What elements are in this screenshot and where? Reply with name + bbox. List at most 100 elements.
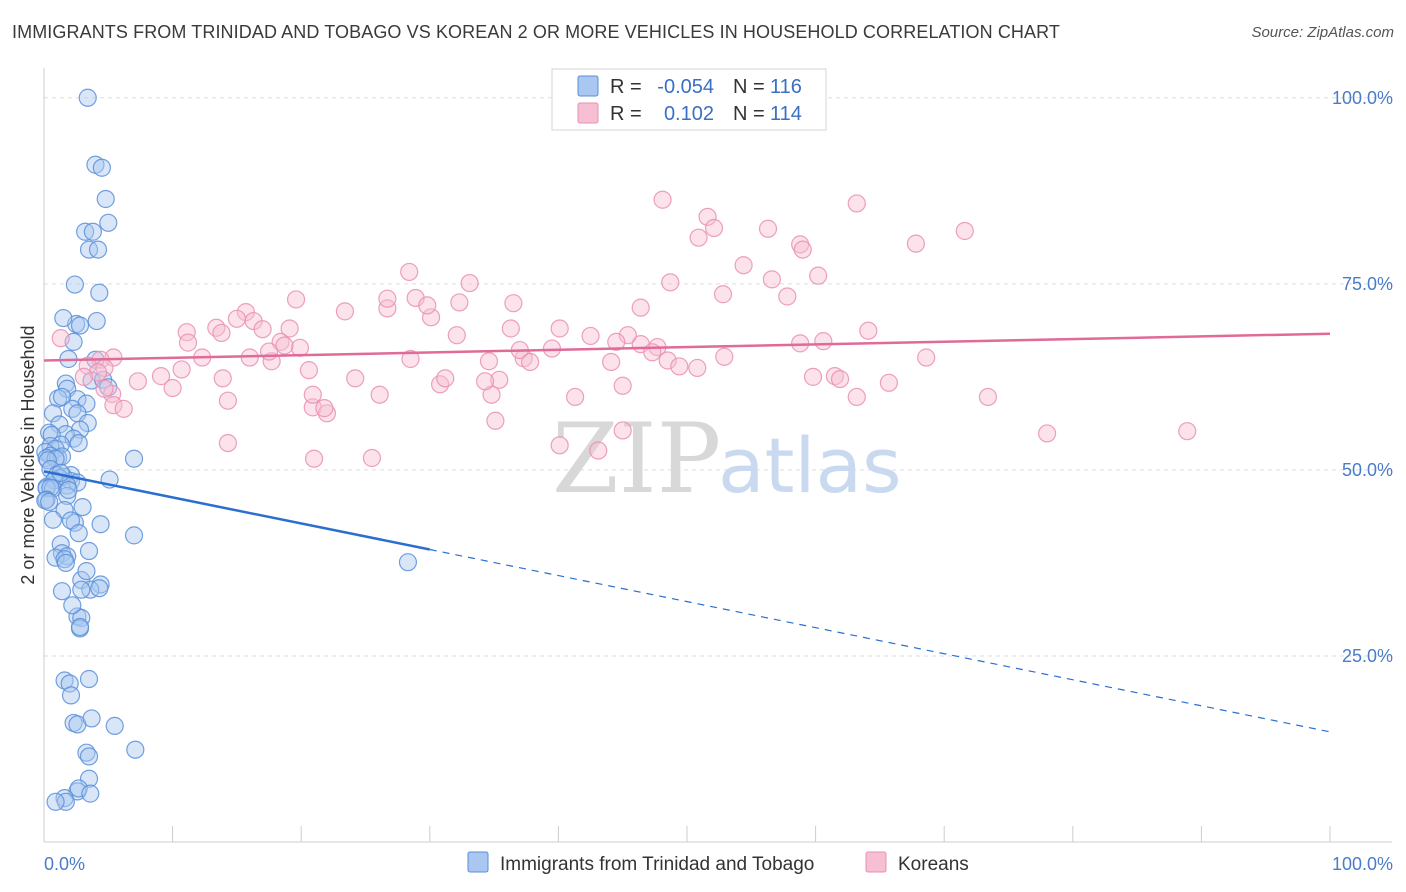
- trinidad-point: [78, 88, 97, 107]
- korean-point: [304, 449, 324, 468]
- korean-point: [917, 348, 936, 367]
- korean-point: [658, 351, 677, 370]
- korean-point: [715, 347, 734, 366]
- korean-point: [299, 361, 319, 380]
- korean-point: [114, 399, 133, 418]
- korean-point: [859, 321, 878, 340]
- korean-point: [670, 357, 689, 376]
- stats-n-label-korean: N =: [733, 103, 765, 125]
- korean-point: [589, 441, 608, 460]
- legend-swatch-trinidad: [467, 851, 489, 873]
- trinidad-point: [55, 500, 74, 520]
- source-credit: Source: ZipAtlas.com: [1251, 24, 1394, 41]
- korean-point: [218, 391, 237, 410]
- korean-point: [486, 411, 505, 430]
- trend-line-trinidad: [43, 470, 431, 551]
- trinidad-point: [87, 311, 106, 331]
- korean-point: [791, 235, 810, 254]
- korean-point: [303, 385, 322, 404]
- trinidad-point: [70, 316, 90, 335]
- trinidad-point: [77, 561, 96, 581]
- stats-r-value-korean: 0.102: [664, 103, 714, 125]
- korean-point: [317, 404, 337, 423]
- trinidad-point: [73, 497, 92, 517]
- korean-point: [370, 385, 389, 404]
- trinidad-point: [96, 189, 115, 209]
- stats-n-value-trinidad: 116: [770, 76, 802, 98]
- x-tick-label-min: 0.0%: [44, 854, 85, 874]
- legend-swatch-korean: [865, 851, 887, 873]
- stats-legend-swatch-korean: [577, 102, 599, 124]
- korean-point: [847, 194, 866, 213]
- korean-point: [978, 387, 998, 407]
- korean-point: [95, 379, 114, 398]
- trinidad-point: [398, 553, 418, 572]
- korean-point: [688, 358, 707, 378]
- trinidad-point: [46, 792, 65, 811]
- trend-line-korean: [43, 332, 1331, 362]
- korean-point: [213, 369, 232, 388]
- trinidad-point: [43, 510, 63, 529]
- korean-point: [613, 421, 632, 440]
- korean-point: [104, 396, 123, 415]
- korean-point: [378, 289, 397, 308]
- trinidad-point: [56, 553, 75, 573]
- korean-point: [713, 285, 733, 304]
- trinidad-point: [79, 747, 99, 766]
- stats-r-value-trinidad: -0.054: [657, 76, 714, 98]
- series-legend: Immigrants from Trinidad and Tobago Kore…: [467, 851, 969, 875]
- korean-point: [450, 293, 469, 312]
- trinidad-point: [69, 779, 88, 798]
- korean-point: [631, 298, 650, 317]
- korean-point: [689, 228, 708, 247]
- korean-point: [275, 336, 294, 355]
- korean-point: [762, 270, 781, 289]
- korean-point: [504, 294, 523, 313]
- trinidad-point: [91, 515, 110, 534]
- korean-point: [362, 448, 382, 468]
- korean-point: [51, 329, 70, 348]
- stats-r-label-trinidad: R =: [610, 76, 642, 98]
- y-tick-labels: 25.0% 50.0% 75.0% 100.0%: [1332, 88, 1393, 666]
- trinidad-point: [65, 275, 84, 294]
- korean-point: [479, 352, 499, 371]
- korean-point: [418, 296, 437, 315]
- trinidad-point: [40, 423, 59, 442]
- legend-label-korean: Koreans: [898, 854, 969, 875]
- korean-point: [128, 372, 147, 391]
- axes: [43, 68, 1392, 843]
- trinidad-point: [63, 596, 82, 615]
- stats-n-label-trinidad: N =: [733, 76, 765, 98]
- korean-point: [643, 343, 662, 362]
- trinidad-point: [70, 420, 90, 439]
- trinidad-point: [69, 524, 88, 543]
- trend-line-trinidad-extension: [429, 548, 1331, 733]
- korean-point: [207, 318, 226, 337]
- korean-point: [259, 342, 279, 361]
- gridlines: [44, 97, 1392, 657]
- korean-point: [698, 207, 717, 226]
- trinidad-point: [58, 486, 77, 506]
- y-tick-label: 50.0%: [1342, 460, 1393, 480]
- trinidad-point: [72, 580, 91, 599]
- trinidad-point: [79, 669, 99, 689]
- trinidad-point: [61, 686, 81, 705]
- x-ticks: [172, 826, 1331, 842]
- korean-point: [825, 367, 844, 386]
- korean-point: [78, 356, 97, 375]
- korean-point: [400, 262, 419, 282]
- korean-point: [178, 333, 198, 352]
- korean-point: [436, 369, 455, 388]
- trinidad-point: [126, 740, 145, 759]
- korean-point: [758, 219, 778, 238]
- korean-point: [814, 332, 833, 351]
- korean-point: [172, 360, 191, 379]
- series-korean-points: [51, 190, 1197, 468]
- trinidad-point: [58, 547, 77, 566]
- trinidad-point: [90, 283, 109, 302]
- trinidad-point: [105, 716, 124, 736]
- korean-point: [607, 332, 626, 351]
- korean-point: [218, 433, 237, 453]
- watermark: ZIP atlas: [552, 403, 902, 515]
- korean-point: [490, 370, 509, 389]
